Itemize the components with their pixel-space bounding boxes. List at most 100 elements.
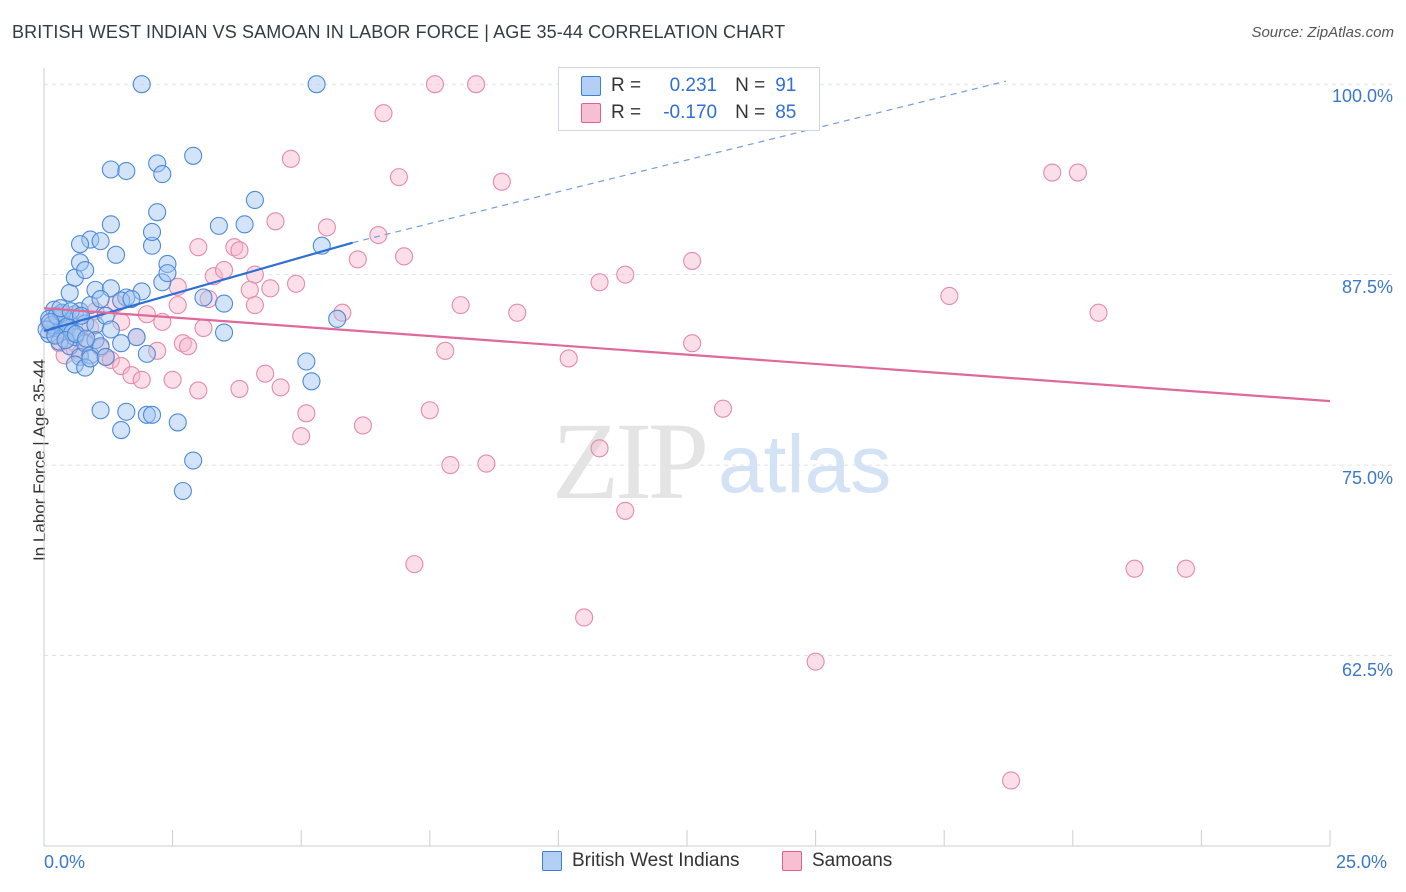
samoan-point-65[interactable]	[590, 439, 609, 458]
samoan-point-5[interactable]	[389, 168, 408, 187]
bwi-point-41[interactable]	[91, 289, 110, 309]
bwi-point-15[interactable]	[106, 245, 126, 264]
bwi-point-58[interactable]	[112, 334, 131, 353]
bwi-point-59[interactable]	[127, 328, 146, 347]
samoan-point-81[interactable]	[55, 346, 74, 365]
bwi-point-44[interactable]	[122, 289, 141, 309]
bwi-point-90[interactable]	[77, 329, 96, 348]
bwi-point-60[interactable]	[137, 344, 156, 363]
bwi-point-30[interactable]	[194, 288, 213, 307]
bwi-point-14[interactable]	[91, 232, 110, 251]
bwi-point-11[interactable]	[235, 215, 254, 234]
bwi-point-71[interactable]	[96, 347, 115, 366]
samoan-point-59[interactable]	[420, 401, 439, 420]
samoan-point-46[interactable]	[148, 341, 167, 360]
bwi-point-70[interactable]	[81, 349, 100, 368]
samoan-point-58[interactable]	[297, 404, 316, 423]
bwi-point-9[interactable]	[148, 203, 167, 222]
samoan-point-9[interactable]	[266, 212, 285, 231]
bwi-point-86[interactable]	[56, 331, 75, 350]
samoan-point-8[interactable]	[1068, 163, 1087, 182]
legend-item-samoans[interactable]: Samoans	[782, 850, 892, 872]
samoan-point-40[interactable]	[178, 337, 198, 356]
bwi-point-8[interactable]	[101, 215, 120, 234]
bwi-point-27[interactable]	[132, 282, 151, 301]
samoan-point-52[interactable]	[132, 370, 151, 389]
bwi-point-1[interactable]	[307, 75, 326, 94]
samoan-point-19[interactable]	[590, 273, 609, 292]
bwi-point-23[interactable]	[76, 261, 95, 280]
samoan-point-17[interactable]	[683, 251, 702, 270]
samoan-point-39[interactable]	[173, 334, 192, 353]
samoan-point-50[interactable]	[112, 357, 131, 376]
samoan-point-4[interactable]	[281, 149, 300, 168]
samoan-point-70[interactable]	[575, 608, 594, 627]
bwi-point-12[interactable]	[245, 190, 264, 210]
samoan-point-24[interactable]	[261, 279, 280, 298]
samoan-point-48[interactable]	[559, 349, 578, 368]
samoan-point-67[interactable]	[405, 555, 424, 574]
samoan-point-63[interactable]	[441, 456, 460, 475]
samoan-point-36[interactable]	[194, 318, 213, 338]
samoan-point-71[interactable]	[806, 652, 825, 671]
samoan-point-30[interactable]	[508, 303, 527, 322]
bwi-point-72[interactable]	[297, 352, 316, 371]
bwi-point-16[interactable]	[142, 236, 162, 255]
samoan-point-0[interactable]	[425, 75, 444, 94]
bwi-point-2[interactable]	[101, 160, 120, 179]
bwi-point-10[interactable]	[209, 216, 228, 235]
samoan-point-56[interactable]	[189, 381, 208, 400]
samoan-point-62[interactable]	[353, 416, 372, 435]
samoan-point-12[interactable]	[189, 238, 208, 257]
bwi-point-28[interactable]	[153, 273, 172, 292]
bwi-point-29[interactable]	[158, 264, 177, 283]
samoan-point-1[interactable]	[467, 75, 486, 94]
bwi-point-79[interactable]	[112, 421, 131, 440]
samoan-point-55[interactable]	[271, 378, 290, 397]
bwi-point-61[interactable]	[214, 323, 234, 342]
samoan-point-64[interactable]	[477, 454, 496, 473]
samoan-point-57[interactable]	[230, 379, 249, 398]
bwi-point-17[interactable]	[142, 222, 162, 242]
samoan-point-27[interactable]	[168, 296, 187, 315]
samoan-point-32[interactable]	[940, 286, 959, 306]
bwi-point-5[interactable]	[153, 165, 172, 184]
bwi-point-3[interactable]	[117, 161, 136, 181]
samoan-point-66[interactable]	[616, 501, 635, 520]
bwi-point-4[interactable]	[148, 154, 167, 173]
samoan-point-54[interactable]	[256, 364, 275, 383]
source-label[interactable]: Source: ZipAtlas.com	[1251, 24, 1394, 41]
samoan-point-3[interactable]	[374, 104, 393, 123]
bwi-point-0[interactable]	[132, 75, 151, 94]
bwi-point-56[interactable]	[91, 337, 110, 356]
bwi-point-20[interactable]	[60, 283, 79, 302]
samoan-point-72[interactable]	[1002, 771, 1021, 790]
bwi-point-81[interactable]	[173, 481, 192, 501]
samoan-point-45[interactable]	[101, 350, 120, 370]
bwi-point-77[interactable]	[142, 405, 162, 424]
bwi-point-68[interactable]	[65, 355, 84, 374]
bwi-point-57[interactable]	[101, 320, 120, 339]
samoan-point-7[interactable]	[1043, 163, 1062, 182]
samoan-point-29[interactable]	[451, 296, 470, 315]
bwi-point-76[interactable]	[137, 405, 156, 424]
bwi-point-88[interactable]	[66, 325, 85, 344]
samoan-point-60[interactable]	[713, 399, 733, 418]
samoan-point-11[interactable]	[369, 225, 388, 245]
samoan-point-69[interactable]	[1176, 559, 1196, 578]
bwi-point-80[interactable]	[184, 451, 203, 470]
bwi-point-75[interactable]	[117, 402, 136, 421]
bwi-point-6[interactable]	[184, 146, 203, 165]
samoan-point-41[interactable]	[683, 334, 702, 353]
bwi-point-45[interactable]	[328, 309, 347, 328]
bwi-point-13[interactable]	[70, 235, 90, 254]
samoan-point-25[interactable]	[287, 274, 306, 293]
bwi-point-69[interactable]	[76, 358, 95, 377]
samoan-point-23[interactable]	[240, 280, 259, 299]
legend-item-british-west-indians[interactable]: British West Indians	[542, 850, 740, 872]
bwi-point-73[interactable]	[302, 372, 321, 391]
samoan-point-47[interactable]	[436, 341, 455, 360]
samoan-point-68[interactable]	[1125, 559, 1144, 578]
samoan-point-15[interactable]	[348, 250, 367, 269]
samoan-point-13[interactable]	[225, 238, 244, 257]
